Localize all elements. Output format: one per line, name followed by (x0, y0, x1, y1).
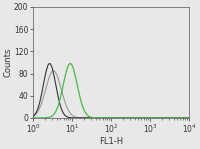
X-axis label: FL1-H: FL1-H (99, 136, 123, 146)
Y-axis label: Counts: Counts (3, 48, 12, 77)
